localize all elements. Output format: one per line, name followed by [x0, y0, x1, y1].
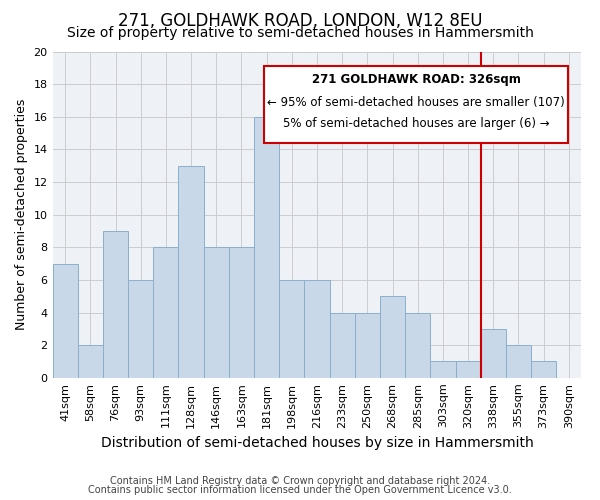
Bar: [78, 345, 103, 378]
Bar: [506, 345, 531, 378]
Bar: [103, 231, 128, 378]
Bar: [178, 166, 203, 378]
Bar: [430, 362, 455, 378]
Text: 271 GOLDHAWK ROAD: 326sqm: 271 GOLDHAWK ROAD: 326sqm: [312, 72, 521, 86]
Bar: [153, 248, 178, 378]
Bar: [128, 280, 153, 378]
Bar: [304, 280, 329, 378]
Bar: [405, 312, 430, 378]
X-axis label: Distribution of semi-detached houses by size in Hammersmith: Distribution of semi-detached houses by …: [101, 436, 533, 450]
Text: Contains HM Land Registry data © Crown copyright and database right 2024.: Contains HM Land Registry data © Crown c…: [110, 476, 490, 486]
Bar: [455, 362, 481, 378]
Text: 5% of semi-detached houses are larger (6) →: 5% of semi-detached houses are larger (6…: [283, 117, 550, 130]
Bar: [329, 312, 355, 378]
Bar: [203, 248, 229, 378]
Bar: [53, 264, 78, 378]
Text: ← 95% of semi-detached houses are smaller (107): ← 95% of semi-detached houses are smalle…: [267, 96, 565, 108]
Bar: [229, 248, 254, 378]
Bar: [531, 362, 556, 378]
Bar: [279, 280, 304, 378]
Text: Contains public sector information licensed under the Open Government Licence v3: Contains public sector information licen…: [88, 485, 512, 495]
Bar: [254, 117, 279, 378]
Bar: [355, 312, 380, 378]
Text: Size of property relative to semi-detached houses in Hammersmith: Size of property relative to semi-detach…: [67, 26, 533, 40]
Text: 271, GOLDHAWK ROAD, LONDON, W12 8EU: 271, GOLDHAWK ROAD, LONDON, W12 8EU: [118, 12, 482, 30]
Bar: [481, 329, 506, 378]
Y-axis label: Number of semi-detached properties: Number of semi-detached properties: [15, 99, 28, 330]
Bar: [380, 296, 405, 378]
FancyBboxPatch shape: [264, 66, 568, 143]
